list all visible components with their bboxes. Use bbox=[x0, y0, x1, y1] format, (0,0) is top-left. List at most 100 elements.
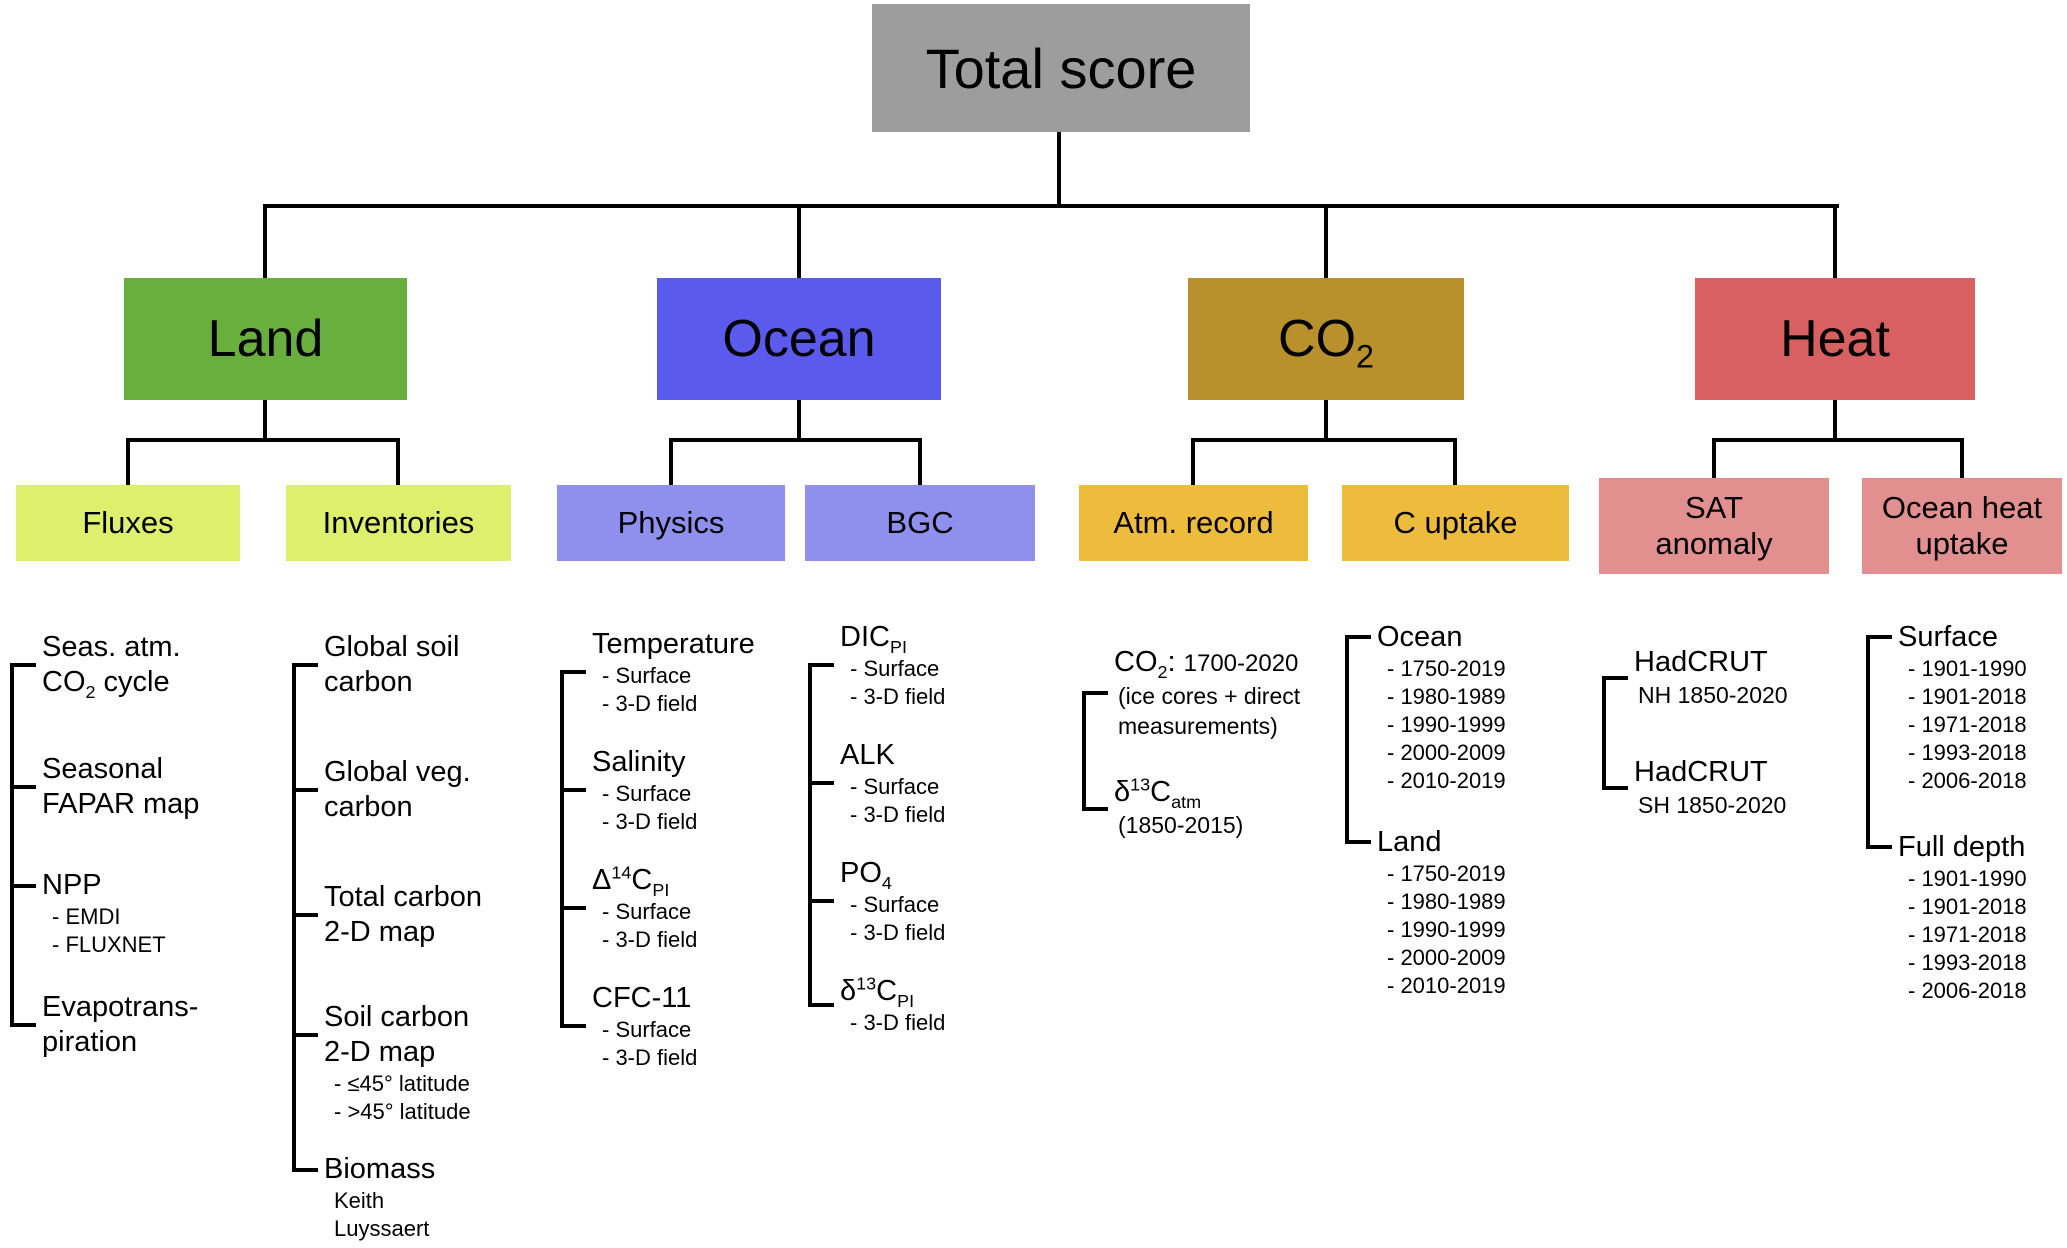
connector-line bbox=[1833, 398, 1837, 442]
ocean-label: Ocean bbox=[722, 310, 876, 368]
list-item-hadcrut-nh: HadCRUT NH 1850-2020 bbox=[1634, 646, 1788, 708]
land-label: Land bbox=[207, 310, 324, 368]
connector-line bbox=[1324, 398, 1328, 442]
list-item-po4: PO4 - Surface - 3-D field bbox=[840, 857, 946, 945]
list-item-delta13c-pi: δ13CPI - 3-D field bbox=[840, 973, 946, 1035]
tick-line bbox=[808, 1003, 834, 1007]
connector-line bbox=[263, 204, 1839, 208]
list-item-global-veg-carbon: Global veg. carbon bbox=[324, 756, 471, 823]
ocean-heat-uptake-label-line1: Ocean heat bbox=[1881, 490, 2043, 526]
fluxes-box: Fluxes bbox=[16, 485, 240, 561]
tick-line bbox=[10, 785, 36, 789]
total-score-label: Total score bbox=[925, 36, 1197, 100]
atm-record-label: Atm. record bbox=[1113, 505, 1274, 541]
connector-line bbox=[396, 438, 400, 488]
list-item-temperature: Temperature - Surface - 3-D field bbox=[592, 628, 755, 716]
connector-line bbox=[797, 204, 801, 282]
connector-line bbox=[1057, 130, 1061, 208]
physics-box: Physics bbox=[557, 485, 785, 561]
bracket-line bbox=[292, 663, 296, 1172]
connector-line bbox=[263, 398, 267, 442]
bracket-line bbox=[1082, 691, 1086, 811]
tick-line bbox=[560, 670, 586, 674]
bracket-line bbox=[10, 663, 14, 1027]
tick-line bbox=[1866, 845, 1892, 849]
fluxes-label: Fluxes bbox=[82, 505, 174, 541]
tick-line bbox=[10, 663, 36, 667]
list-item-hadcrut-sh: HadCRUT SH 1850-2020 bbox=[1634, 756, 1787, 818]
ocean-heat-uptake-label-line2: uptake bbox=[1915, 526, 2009, 561]
list-item-delta14c: Δ14CPI - Surface - 3-D field bbox=[592, 862, 698, 952]
list-item-salinity: Salinity - Surface - 3-D field bbox=[592, 746, 698, 834]
connector-line bbox=[1324, 204, 1328, 282]
co2-box: CO2 bbox=[1188, 278, 1464, 400]
connector-line bbox=[126, 438, 400, 442]
connector-line bbox=[1712, 438, 1716, 482]
bracket-line bbox=[1866, 635, 1870, 849]
connector-line bbox=[918, 438, 922, 488]
list-item-npp: NPP - EMDI - FLUXNET bbox=[42, 869, 166, 957]
list-item-global-soil-carbon: Global soil carbon bbox=[324, 631, 460, 698]
tick-line bbox=[1082, 691, 1108, 695]
heat-label: Heat bbox=[1780, 310, 1890, 368]
tick-line bbox=[1602, 676, 1628, 680]
tick-line bbox=[10, 1023, 36, 1027]
tick-line bbox=[560, 1024, 586, 1028]
list-item-land-uptake: Land - 1750-2019 - 1980-1989 - 1990-1999… bbox=[1377, 826, 1506, 998]
list-item-soil-carbon-map: Soil carbon 2-D map - ≤45° latitude - >4… bbox=[324, 1001, 471, 1124]
list-item-seas-atm-co2-cycle: Seas. atm. CO2 cycle bbox=[42, 631, 181, 702]
tick-line bbox=[1866, 635, 1892, 639]
connector-line bbox=[1833, 204, 1837, 282]
atm-record-box: Atm. record bbox=[1079, 485, 1308, 561]
connector-line bbox=[1960, 438, 1964, 482]
bgc-box: BGC bbox=[805, 485, 1035, 561]
connector-line bbox=[1191, 438, 1195, 488]
list-item-cfc11: CFC-11 - Surface - 3-D field bbox=[592, 982, 698, 1070]
bracket-line bbox=[560, 670, 564, 1028]
tick-line bbox=[292, 788, 318, 792]
tick-line bbox=[1602, 786, 1628, 790]
connector-line bbox=[1191, 438, 1457, 442]
connector-line bbox=[797, 398, 801, 442]
tick-line bbox=[10, 884, 36, 888]
tick-line bbox=[560, 788, 586, 792]
list-item-delta13c-atm: δ13Catm (1850-2015) bbox=[1114, 774, 1244, 838]
land-box: Land bbox=[124, 278, 407, 400]
connector-line bbox=[669, 438, 673, 488]
tick-line bbox=[1345, 840, 1371, 844]
connector-line bbox=[669, 438, 922, 442]
tick-line bbox=[1082, 807, 1108, 811]
inventories-label: Inventories bbox=[322, 505, 475, 541]
inventories-box: Inventories bbox=[286, 485, 511, 561]
tick-line bbox=[292, 1033, 318, 1037]
connector-line bbox=[1712, 438, 1964, 442]
list-item-dic: DICPI - Surface - 3-D field bbox=[840, 621, 946, 709]
tick-line bbox=[292, 663, 318, 667]
bracket-line bbox=[1345, 635, 1349, 844]
physics-label: Physics bbox=[617, 505, 725, 541]
list-item-biomass: Biomass Keith Luyssaert bbox=[324, 1153, 436, 1241]
list-item-surface-heat: Surface - 1901-1990 - 1901-2018 - 1971-2… bbox=[1898, 621, 2027, 793]
connector-line bbox=[126, 438, 130, 488]
list-item-ocean-uptake: Ocean - 1750-2019 - 1980-1989 - 1990-199… bbox=[1377, 621, 1506, 793]
list-item-evapotranspiration: Evapotrans- piration bbox=[42, 991, 199, 1058]
bracket-line bbox=[808, 663, 812, 1007]
tick-line bbox=[560, 906, 586, 910]
connector-line bbox=[263, 204, 267, 282]
c-uptake-box: C uptake bbox=[1342, 485, 1569, 561]
bgc-label: BGC bbox=[886, 505, 954, 541]
c-uptake-label: C uptake bbox=[1393, 505, 1518, 541]
tick-line bbox=[808, 899, 834, 903]
list-item-seasonal-fapar: Seasonal FAPAR map bbox=[42, 753, 200, 820]
list-item-alk: ALK - Surface - 3-D field bbox=[840, 739, 946, 827]
sat-anomaly-label-line2: anomaly bbox=[1655, 526, 1773, 561]
connector-line bbox=[1453, 438, 1457, 488]
sat-anomaly-label-line1: SAT bbox=[1685, 490, 1743, 526]
tick-line bbox=[292, 1168, 318, 1172]
list-item-co2-record: CO2: 1700-2020 (ice cores + direct measu… bbox=[1114, 646, 1301, 739]
tick-line bbox=[808, 781, 834, 785]
tick-line bbox=[292, 913, 318, 917]
sat-anomaly-box: SAT anomaly bbox=[1599, 478, 1829, 574]
ocean-heat-uptake-box: Ocean heat uptake bbox=[1862, 478, 2062, 574]
